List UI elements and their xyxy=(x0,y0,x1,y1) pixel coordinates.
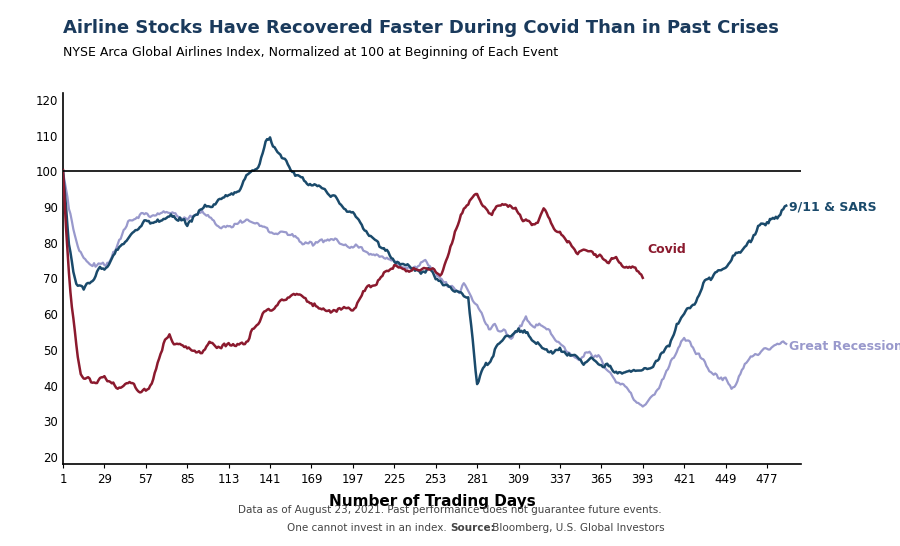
Text: Great Recession: Great Recession xyxy=(789,340,900,353)
Text: Source:: Source: xyxy=(450,523,495,533)
Text: NYSE Arca Global Airlines Index, Normalized at 100 at Beginning of Each Event: NYSE Arca Global Airlines Index, Normali… xyxy=(63,46,558,60)
Text: Covid: Covid xyxy=(647,244,686,257)
Text: 9/11 & SARS: 9/11 & SARS xyxy=(789,200,877,213)
X-axis label: Number of Trading Days: Number of Trading Days xyxy=(328,495,536,509)
Text: Bloomberg, U.S. Global Investors: Bloomberg, U.S. Global Investors xyxy=(450,523,664,533)
Text: Airline Stocks Have Recovered Faster During Covid Than in Past Crises: Airline Stocks Have Recovered Faster Dur… xyxy=(63,19,778,37)
Text: Data as of August 23, 2021. Past performance does not guarantee future events.: Data as of August 23, 2021. Past perform… xyxy=(238,505,662,515)
Text: One cannot invest in an index.: One cannot invest in an index. xyxy=(287,523,450,533)
